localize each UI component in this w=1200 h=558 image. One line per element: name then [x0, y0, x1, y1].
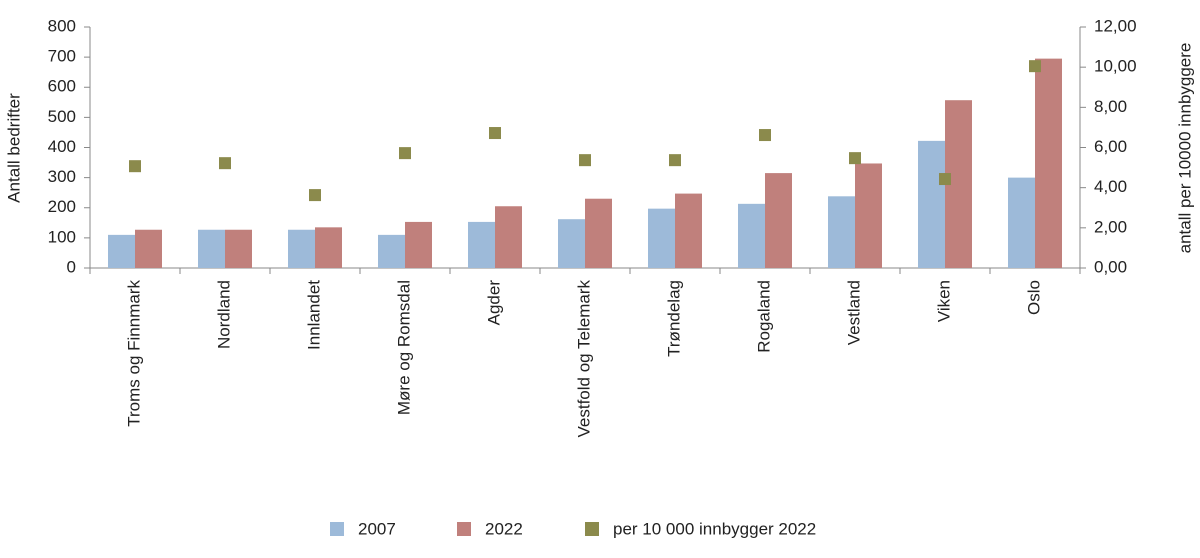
bar — [585, 198, 612, 268]
point — [1029, 60, 1041, 73]
bar — [765, 173, 792, 268]
y2-tick-label: 4,00 — [1094, 177, 1127, 196]
x-tick-label: Møre og Romsdal — [394, 280, 413, 415]
bar — [828, 196, 855, 268]
point — [669, 154, 681, 167]
y2-tick-label: 10,00 — [1094, 57, 1137, 76]
point — [759, 129, 771, 142]
bar — [1008, 177, 1035, 268]
bar — [918, 140, 945, 268]
y-tick-label: 100 — [48, 227, 76, 246]
legend-label: per 10 000 innbygger 2022 — [613, 519, 816, 538]
point — [489, 127, 501, 140]
bar — [288, 229, 315, 268]
bar — [468, 221, 495, 268]
bar — [558, 219, 585, 268]
bar — [135, 229, 162, 268]
y-tick-label: 600 — [48, 77, 76, 96]
point — [579, 154, 591, 167]
bar — [198, 229, 225, 268]
y2-tick-label: 0,00 — [1094, 257, 1127, 276]
x-tick-label: Nordland — [214, 280, 233, 349]
y2-tick-label: 2,00 — [1094, 217, 1127, 236]
x-tick-label: Rogaland — [754, 280, 773, 353]
bar — [225, 229, 252, 268]
y-tick-label: 700 — [48, 47, 76, 66]
point — [939, 173, 951, 186]
y-tick-label: 500 — [48, 107, 76, 126]
x-tick-label: Trøndelag — [664, 280, 683, 357]
x-tick-label: Viken — [934, 280, 953, 322]
legend-swatch — [330, 522, 344, 536]
bar — [495, 206, 522, 268]
y-tick-label: 0 — [67, 257, 76, 276]
bar — [648, 208, 675, 268]
y-tick-label: 400 — [48, 137, 76, 156]
bar — [405, 221, 432, 268]
bar — [108, 234, 135, 268]
point — [219, 157, 231, 170]
bar — [1035, 58, 1062, 268]
x-tick-label: Innlandet — [304, 280, 323, 350]
x-tick-label: Agder — [484, 280, 503, 326]
legend-swatch — [585, 522, 599, 536]
y2-tick-label: 8,00 — [1094, 97, 1127, 116]
legend-label: 2022 — [485, 519, 523, 538]
point — [849, 152, 861, 165]
point — [129, 160, 141, 173]
y2-tick-label: 6,00 — [1094, 137, 1127, 156]
point — [399, 147, 411, 160]
bar — [855, 163, 882, 268]
legend-label: 2007 — [358, 519, 396, 538]
bar — [378, 234, 405, 268]
point — [309, 189, 321, 202]
x-tick-label: Vestland — [844, 280, 863, 345]
x-tick-label: Vestfold og Telemark — [574, 280, 593, 438]
legend-swatch — [457, 522, 471, 536]
bar — [738, 203, 765, 268]
x-tick-label: Troms og Finnmark — [124, 280, 143, 427]
y-tick-label: 300 — [48, 167, 76, 186]
bar — [315, 227, 342, 268]
y2-axis-title: antall per 10000 innbyggere — [1175, 43, 1194, 254]
y-tick-label: 800 — [48, 16, 76, 35]
y-axis-title: Antall bedrifter — [4, 93, 23, 203]
y2-tick-label: 12,00 — [1094, 16, 1137, 35]
y-tick-label: 200 — [48, 197, 76, 216]
x-tick-label: Oslo — [1024, 280, 1043, 315]
bar — [675, 193, 702, 268]
